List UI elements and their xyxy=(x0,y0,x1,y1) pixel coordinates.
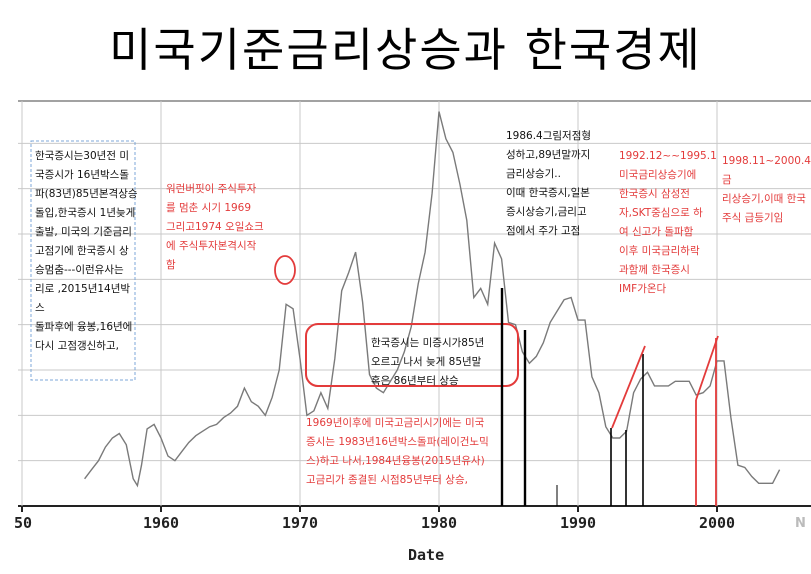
note-line: 1998.11~2000.4금 xyxy=(722,155,811,186)
note-1986: 1986.4그림저점형 성하고,89년말까지 금리상승기.. 이때 한국증시,일… xyxy=(506,127,610,241)
note-line: 이때 한국증시,일본 xyxy=(506,187,590,199)
note-line: 과함께 한국증시 xyxy=(619,264,690,276)
dashed-note-box xyxy=(30,140,136,381)
red-trend-1998 xyxy=(695,335,719,401)
note-line: 승멈춤---이런유사는 xyxy=(35,264,124,276)
note-line: 여 신고가 돌파함 xyxy=(619,226,694,238)
note-line: IMF가온다 xyxy=(619,283,667,295)
note-line: 돌입,한국증시 1년늦게 xyxy=(35,207,136,219)
note-line: 자,SKT중심으로 하 xyxy=(619,207,703,219)
x-tick-label: 1960 xyxy=(143,514,179,532)
x-tick-label: 1980 xyxy=(421,514,457,532)
note-line: 혹은 86년부터 상승 xyxy=(371,375,459,387)
note-line: 미국금리상승기에 xyxy=(619,169,697,181)
note-1998: 1998.11~2000.4금 리상승기,이때 한국 주식 급등기임 xyxy=(722,152,811,228)
note-line: 오르고 나서 늦게 85년말 xyxy=(371,356,482,368)
x-tick-labels: 50 1960 1970 1980 1990 2000 xyxy=(14,506,735,532)
note-line: 리로 ,2015년14년박스 xyxy=(35,283,131,314)
note-korea-box: 한국증시는30년전 미 국증시가 16년박스돌 파(83년)85년본격상승 돌입… xyxy=(35,147,139,356)
note-1969-rates: 1969년이후에 미국고금리시기에는 미국 증시는 1983년16년박스돌파(레… xyxy=(306,414,506,490)
note-line: 스)하고 나서,1984년융봉(2015년유사) xyxy=(306,455,485,467)
note-line: 금리상승기.. xyxy=(506,168,561,180)
note-line: 성하고,89년말까지 xyxy=(506,149,591,161)
red-trend-1992 xyxy=(611,345,646,429)
peak-1969-circle xyxy=(274,255,296,285)
note-line: 증시상승기,금리고 xyxy=(506,206,587,218)
note-1992: 1992.12~~1995.1 미국금리상승기에 한국증시 삼성전 자,SKT중… xyxy=(619,147,717,299)
note-line: 돌파후에 융봉,16년에 xyxy=(35,321,133,333)
note-line: 그리고1974 오일쇼크 xyxy=(166,221,264,233)
note-line: 이후 미국금리하락 xyxy=(619,245,700,257)
note-line: 에 주식투자본격시작 xyxy=(166,240,257,252)
note-buffett: 워런버핏이 주식투자 를 멈춘 시기 1969 그리고1974 오일쇼크 에 주… xyxy=(166,180,276,275)
note-line: 고점기에 한국증시 상 xyxy=(35,245,129,257)
note-line: 리상승기,이때 한국 xyxy=(722,193,806,205)
note-line: 1969년이후에 미국고금리시기에는 미국 xyxy=(306,417,485,429)
note-line: 한국증시는 미증시가85년 xyxy=(371,337,485,349)
highlight-1983-box xyxy=(305,323,519,387)
note-line: 고금리가 종결된 시점85년부터 상승, xyxy=(306,474,468,486)
note-line: 한국증시는30년전 미 xyxy=(35,150,129,162)
note-line: 1986.4그림저점형 xyxy=(506,130,592,142)
note-line: 를 멈춘 시기 1969 xyxy=(166,202,252,214)
x-axis-label: Date xyxy=(408,546,445,564)
watermark: N xyxy=(795,516,806,531)
x-tick-label: 50 xyxy=(14,514,32,532)
x-tick-label: 1990 xyxy=(560,514,596,532)
note-line: 1992.12~~1995.1 xyxy=(619,150,717,162)
slide-title: 미국기준금리상승과 한국경제 xyxy=(109,23,702,77)
note-line: 출발, 미국의 기준금리 xyxy=(35,226,132,238)
note-line: 한국증시 삼성전 xyxy=(619,188,690,200)
note-line: 증시는 1983년16년박스돌파(레이건노믹 xyxy=(306,436,489,448)
note-line: 다시 고점갱신하고, xyxy=(35,340,119,352)
annotation-markers xyxy=(30,140,719,506)
note-line: 주식 급등기임 xyxy=(722,212,784,224)
x-tick-label: 1970 xyxy=(282,514,318,532)
note-line: 함 xyxy=(166,259,176,271)
note-korea-lag: 한국증시는 미증시가85년 오르고 나서 늦게 85년말 혹은 86년부터 상승 xyxy=(371,334,521,391)
note-line: 워런버핏이 주식투자 xyxy=(166,183,257,195)
series-line xyxy=(84,111,781,488)
note-line: 점에서 주가 고점 xyxy=(506,225,581,237)
x-tick-label: 2000 xyxy=(699,514,735,532)
note-line: 파(83년)85년본격상승 xyxy=(35,188,138,200)
note-line: 국증시가 16년박스돌 xyxy=(35,169,129,181)
